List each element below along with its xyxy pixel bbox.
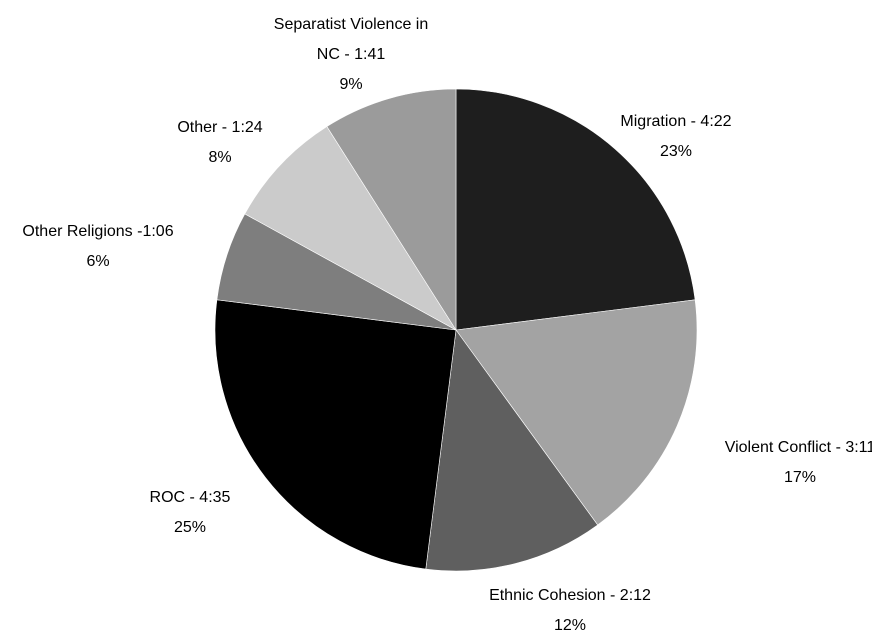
slice-category-label: Other Religions -1:06 xyxy=(22,223,173,240)
pie-slice xyxy=(455,299,698,526)
slice-percent-label: 6% xyxy=(86,253,109,270)
pie-slice xyxy=(244,126,457,331)
slice-category-label: Other - 1:24 xyxy=(177,119,262,136)
slice-category-label: Separatist Violence in xyxy=(274,16,428,33)
pie-slice xyxy=(455,88,696,331)
slice-category-label: ROC - 4:35 xyxy=(150,489,231,506)
pie-slice xyxy=(425,329,599,572)
pie-slices xyxy=(214,88,698,572)
pie-labels: Migration - 4:22 23% Violent Conflict - 3:… xyxy=(22,16,872,631)
slice-percent-label: 8% xyxy=(208,149,231,166)
slice-category-label: Violent Conflict - 3:11 xyxy=(725,439,872,456)
slice-category-label: Migration - 4:22 xyxy=(620,113,731,130)
slice-percent-label: 12% xyxy=(554,617,586,631)
slice-percent-label: 17% xyxy=(784,469,816,486)
pie-slice xyxy=(214,299,457,570)
slice-category-label: NC - 1:41 xyxy=(317,46,386,63)
slice-category-label: Ethnic Cohesion - 2:12 xyxy=(489,587,651,604)
slice-percent-label: 25% xyxy=(174,519,206,536)
slice-percent-label: 9% xyxy=(339,76,362,93)
slice-percent-label: 23% xyxy=(660,143,692,160)
pie-slice xyxy=(326,88,457,332)
